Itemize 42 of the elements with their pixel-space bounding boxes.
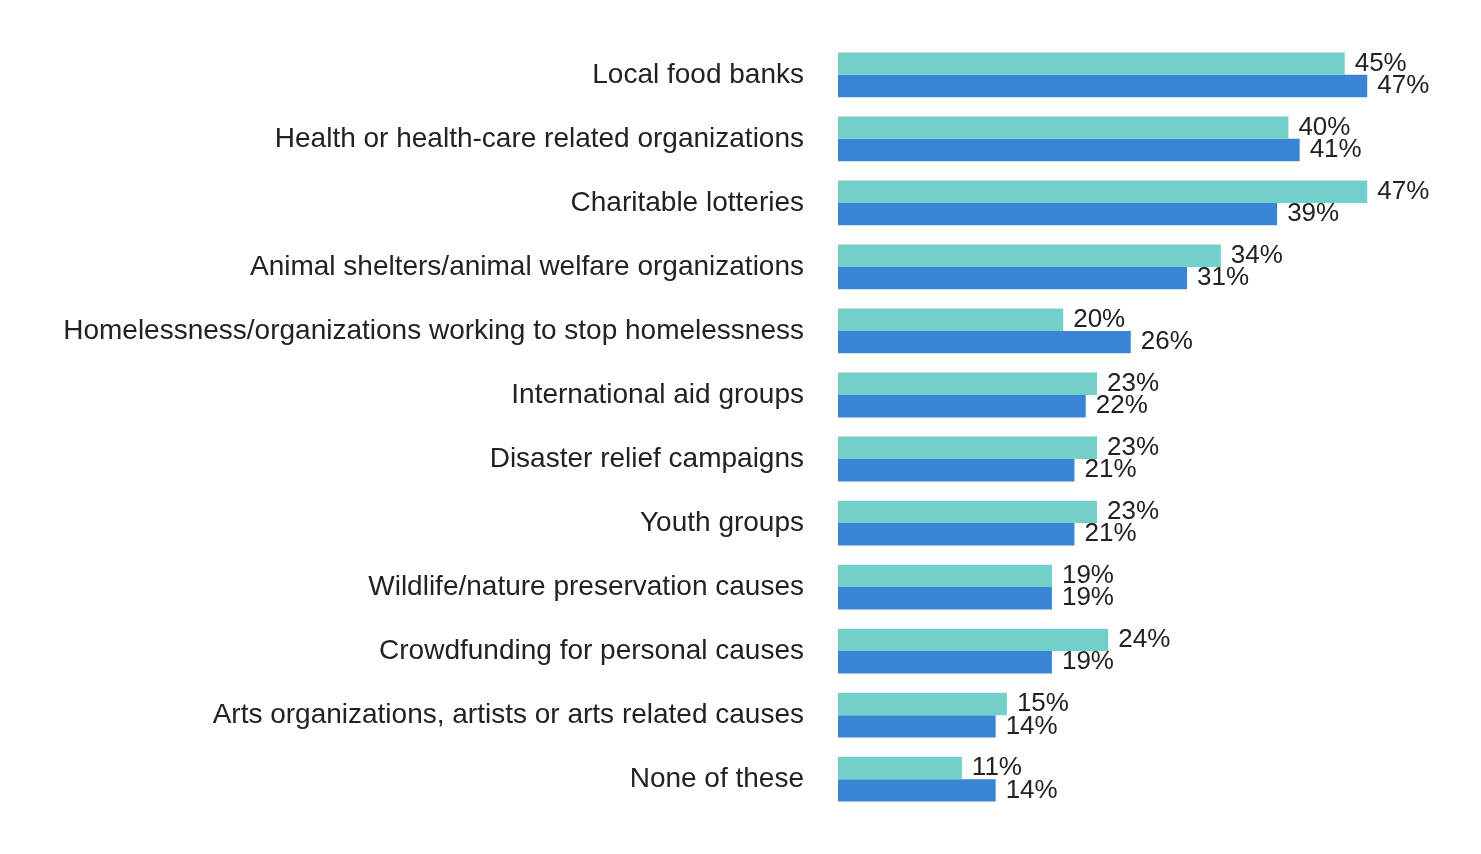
bar [838,138,1300,162]
bar [838,244,1221,267]
data-label: 20% [1073,302,1126,333]
y-tick-label: Youth groups [640,505,804,537]
bar [838,52,1345,75]
bar [838,180,1368,203]
bar [838,436,1097,460]
bar [838,394,1086,418]
y-tick-label: Arts organizations, artists or arts related causes [212,697,804,729]
y-tick-label: Disaster relief campaigns [489,441,804,473]
y-tick-label: Wildlife/nature preservation causes [368,569,804,601]
y-tick-label: Homelessness/organizations working to stop homelessness [63,313,804,345]
data-label: 39% [1287,197,1340,228]
y-tick-label: Local food banks [592,57,804,89]
bar [838,330,1131,354]
data-label: 19% [1061,645,1114,676]
y-tick-label: None of these [629,761,804,793]
bar [838,266,1188,290]
y-tick-label: International aid groups [511,377,804,409]
bar [838,628,1109,652]
bar [838,651,1052,674]
bar [838,692,1007,716]
y-tick-label: Animal shelters/animal welfare organizations [249,249,804,281]
bar [838,523,1075,546]
bar [838,500,1097,524]
y-tick-label: Crowdfunding for personal causes [379,633,804,665]
bar [838,202,1278,226]
bar [838,372,1097,395]
bar [838,715,996,738]
y-tick-label: Charitable lotteries [570,185,804,217]
bar [838,756,962,780]
bar [838,116,1289,139]
bar [838,74,1368,98]
y-tick-label: Health or health-care related organizations [274,121,804,153]
bar [838,779,996,802]
data-label: 24% [1118,623,1171,654]
data-label: 26% [1140,325,1193,356]
data-label: 47% [1377,174,1430,205]
bar [838,459,1075,482]
bar [838,308,1064,331]
bar [838,564,1052,588]
bar [838,587,1052,610]
